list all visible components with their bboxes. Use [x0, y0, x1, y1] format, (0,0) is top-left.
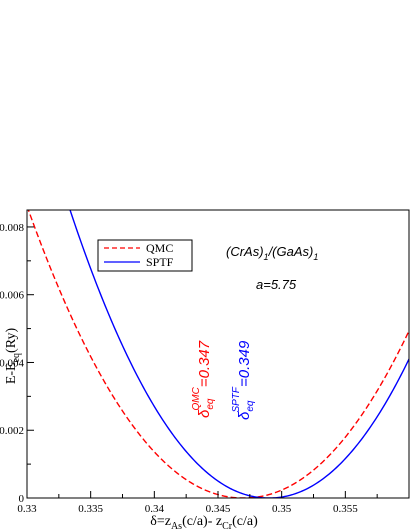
- x-tick-label: 0.345: [206, 503, 231, 515]
- x-axis-ticks: 0.33 0.335 0.34 0.345 0.35 0.355: [17, 491, 378, 515]
- qmc-equilibrium-label: δeqQMC=0.347: [191, 340, 216, 418]
- legend-label-qmc: QMC: [146, 241, 173, 255]
- x-tick-label: 0.335: [78, 503, 103, 515]
- y-axis-ticks: 0 0.002 0.004 0.006 0.008: [0, 222, 34, 505]
- lattice-annotation: a=5.75: [256, 277, 297, 292]
- legend-label-sptf: SPTF: [146, 255, 174, 269]
- y-tick-label: 0.004: [0, 357, 25, 369]
- legend-box: [97, 239, 193, 272]
- x-tick-label: 0.34: [145, 503, 165, 515]
- y-tick-label: 0: [19, 493, 25, 505]
- y-tick-label: 0.002: [0, 425, 24, 437]
- series-line-sptf: [69, 210, 409, 498]
- x-axis-label: δ=zAs(c/a)- zCr(c/a): [150, 514, 258, 532]
- x-tick-label: 0.33: [17, 503, 37, 515]
- system-annotation: (CrAs)1/(GaAs)1: [226, 244, 318, 262]
- x-tick-label: 0.355: [333, 503, 358, 515]
- y-tick-label: 0.006: [0, 290, 25, 302]
- y-tick-label: 0.008: [0, 222, 25, 234]
- sptf-equilibrium-label: δeqSPTF=0.349: [231, 340, 256, 420]
- y-axis-label: E-Eeq(Ry): [4, 328, 22, 385]
- x-tick-label: 0.35: [272, 503, 292, 515]
- legend: QMC SPTF: [97, 239, 193, 272]
